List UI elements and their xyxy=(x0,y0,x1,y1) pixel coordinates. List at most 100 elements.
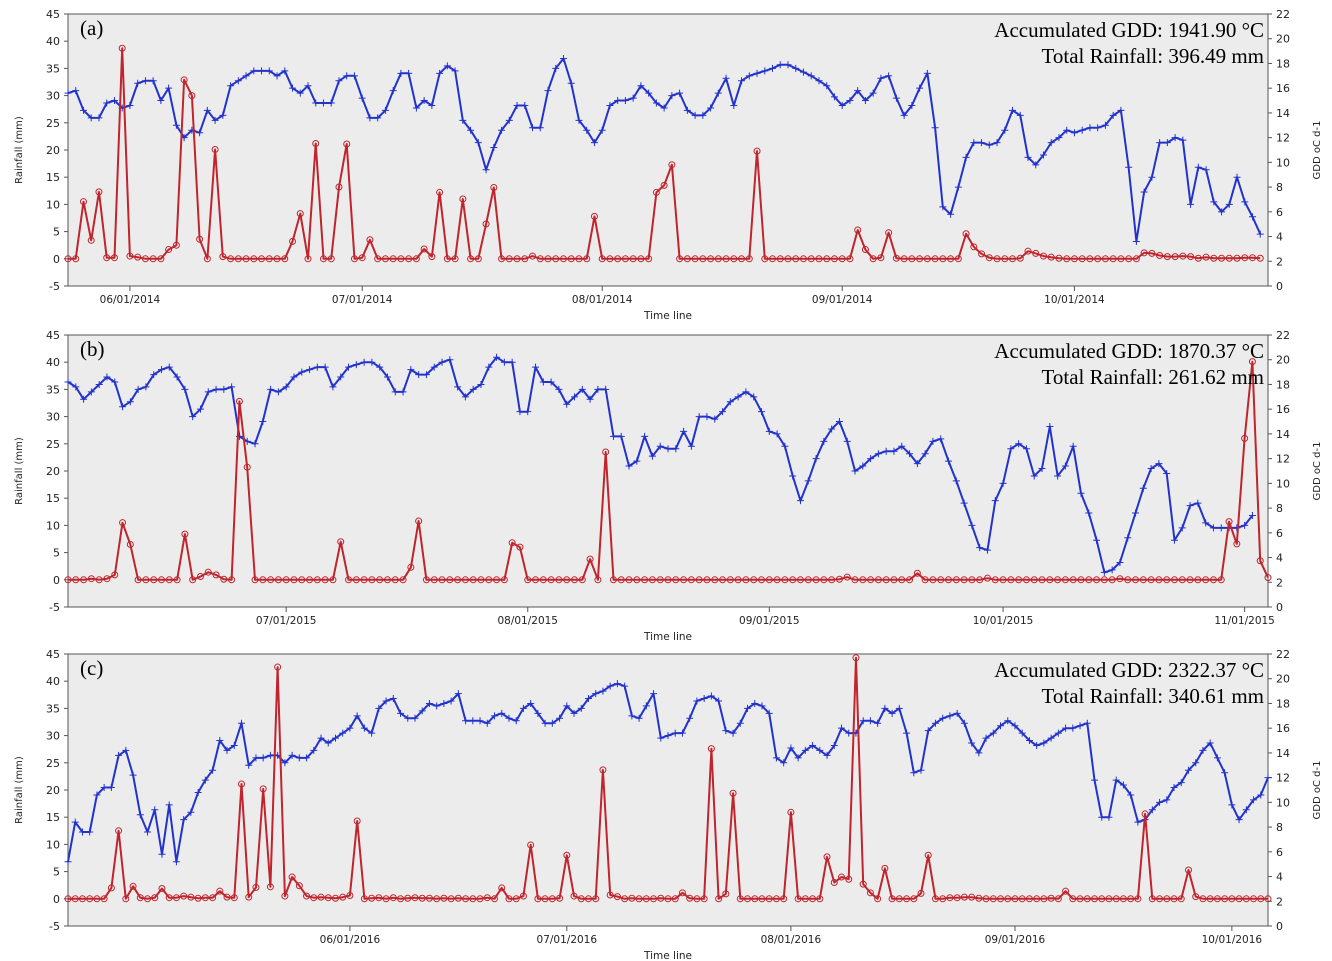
rainfall-point xyxy=(391,576,399,584)
rainfall-point xyxy=(376,576,384,584)
gdd-point xyxy=(1030,472,1038,480)
gdd-point xyxy=(72,87,80,95)
gdd-point xyxy=(1225,200,1233,208)
total-rainfall-annotation: Total Rainfall: 340.61 mm xyxy=(1042,684,1265,708)
gdd-point xyxy=(469,385,477,393)
gdd-point xyxy=(652,99,660,107)
gdd-point xyxy=(769,64,777,72)
y-right-tick-label: 18 xyxy=(1276,378,1290,391)
gdd-point xyxy=(867,455,875,463)
rainfall-point xyxy=(134,253,142,261)
rainfall-point xyxy=(1206,895,1214,903)
rainfall-point xyxy=(1109,255,1117,263)
rainfall-point xyxy=(656,576,664,584)
gdd-point xyxy=(339,729,347,737)
y-left-tick-label: 25 xyxy=(46,117,60,130)
rainfall-point xyxy=(730,255,738,263)
gdd-point xyxy=(830,93,838,101)
gdd-point xyxy=(758,702,766,710)
y-right-tick-label: 16 xyxy=(1276,722,1290,735)
y-left-tick-label: 40 xyxy=(46,356,60,369)
rainfall-point xyxy=(854,226,862,234)
rainfall-point xyxy=(559,255,567,263)
rainfall-point xyxy=(780,895,788,903)
rainfall-point xyxy=(534,895,542,903)
rainfall-point xyxy=(158,884,166,892)
rainfall-point xyxy=(289,237,297,245)
y-left-axis-title: Rainfall (mm) xyxy=(14,116,25,184)
gdd-point xyxy=(846,97,854,105)
rainfall-point xyxy=(838,255,846,263)
gdd-point xyxy=(787,744,795,752)
gdd-point xyxy=(337,373,345,381)
rainfall-point xyxy=(422,576,430,584)
gdd-point xyxy=(671,729,679,737)
gdd-point xyxy=(433,702,441,710)
rainfall-point xyxy=(267,576,275,584)
rainfall-point xyxy=(126,540,134,548)
rainfall-point xyxy=(129,882,137,890)
rainfall-point xyxy=(570,892,578,900)
gdd-point xyxy=(1194,499,1202,507)
gdd-point xyxy=(1119,781,1127,789)
gdd-point xyxy=(532,363,540,371)
y-left-tick-label: 10 xyxy=(46,198,60,211)
y-right-tick-label: 16 xyxy=(1276,403,1290,416)
gdd-point xyxy=(358,94,366,102)
gdd-point xyxy=(799,68,807,76)
rainfall-point xyxy=(196,573,204,581)
rainfall-point xyxy=(490,184,498,192)
rainfall-point xyxy=(467,255,475,263)
rainfall-point xyxy=(736,895,744,903)
y-right-tick-label: 6 xyxy=(1276,527,1283,540)
rainfall-point xyxy=(306,576,314,584)
rainfall-point xyxy=(172,894,180,902)
gdd-point xyxy=(1179,136,1187,144)
gdd-point xyxy=(399,388,407,396)
gdd-point xyxy=(1078,126,1086,134)
rainfall-point xyxy=(898,576,906,584)
gdd-point xyxy=(947,210,955,218)
rainfall-point xyxy=(360,895,368,903)
rainfall-point xyxy=(968,576,976,584)
x-tick-label: 08/01/2014 xyxy=(572,294,633,306)
gdd-point xyxy=(954,183,962,191)
gdd-point xyxy=(916,84,924,92)
gdd-point xyxy=(173,373,181,381)
rainfall-point xyxy=(519,892,527,900)
y-left-tick-label: 30 xyxy=(46,90,60,103)
y-right-tick-label: 12 xyxy=(1276,132,1290,145)
gdd-point xyxy=(158,850,166,858)
rainfall-point xyxy=(772,895,780,903)
rainfall-point xyxy=(505,895,513,903)
rainfall-point xyxy=(447,895,455,903)
gdd-point xyxy=(1199,746,1207,754)
gdd-point xyxy=(111,378,119,386)
x-tick-label: 07/01/2015 xyxy=(256,615,317,627)
gdd-point xyxy=(310,746,318,754)
rainfall-point xyxy=(142,576,150,584)
rainfall-point xyxy=(599,766,607,774)
rainfall-point xyxy=(729,789,737,797)
gdd-point xyxy=(534,709,542,717)
gdd-point xyxy=(898,442,906,450)
gdd-point xyxy=(353,712,361,720)
gdd-point xyxy=(1163,469,1171,477)
rainfall-point xyxy=(999,576,1007,584)
gdd-point xyxy=(761,67,769,75)
rainfall-point xyxy=(714,255,722,263)
gdd-point xyxy=(245,761,253,769)
gdd-point xyxy=(539,378,547,386)
x-tick-label: 09/01/2015 xyxy=(739,615,800,627)
x-tick-label: 10/01/2015 xyxy=(973,615,1034,627)
rainfall-point xyxy=(493,576,501,584)
gdd-point xyxy=(64,858,72,866)
rainfall-point xyxy=(1091,895,1099,903)
y-left-tick-label: -5 xyxy=(49,280,60,293)
rainfall-point xyxy=(719,576,727,584)
y-right-tick-label: 4 xyxy=(1276,552,1283,565)
gdd-point xyxy=(201,776,209,784)
rainfall-point xyxy=(1083,895,1091,903)
rainfall-point xyxy=(823,853,831,861)
gdd-point xyxy=(869,89,877,97)
